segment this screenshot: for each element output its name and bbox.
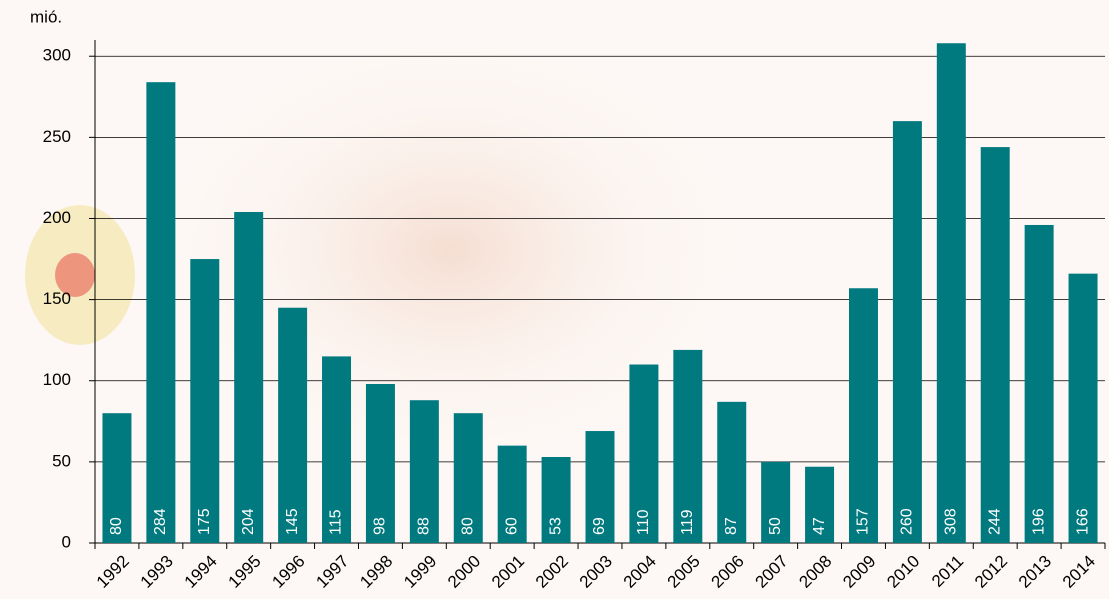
value-label: 50: [767, 517, 784, 535]
value-label: 244: [986, 508, 1003, 535]
bar: [1024, 224, 1054, 544]
y-axis-label: mió.: [30, 7, 62, 26]
bar: [278, 307, 308, 543]
value-label: 87: [723, 517, 740, 535]
value-label: 196: [1030, 508, 1047, 535]
y-tick-label: 150: [43, 289, 71, 308]
bar: [146, 82, 176, 543]
value-label: 166: [1074, 508, 1091, 535]
bar: [453, 413, 483, 543]
y-tick-label: 0: [62, 532, 71, 551]
value-label: 308: [943, 508, 960, 535]
y-tick-label: 300: [43, 46, 71, 65]
value-label: 204: [240, 508, 257, 535]
value-label: 175: [196, 508, 213, 535]
y-tick-label: 200: [43, 208, 71, 227]
y-tick-label: 100: [43, 370, 71, 389]
bar: [980, 147, 1010, 543]
value-label: 98: [372, 517, 389, 535]
bar: [409, 400, 439, 543]
value-label: 60: [503, 517, 520, 535]
bar: [585, 431, 615, 543]
value-label: 157: [855, 508, 872, 535]
bar: [805, 466, 835, 543]
value-label: 145: [284, 508, 301, 535]
bar: [717, 401, 747, 543]
bar: [190, 259, 220, 543]
value-label: 80: [108, 517, 125, 535]
value-label: 284: [152, 508, 169, 535]
bar: [629, 364, 659, 543]
bar: [761, 461, 791, 543]
value-label: 115: [328, 509, 345, 535]
value-label: 80: [459, 517, 476, 535]
bar: [673, 349, 703, 543]
value-label: 110: [635, 509, 652, 535]
y-tick-label: 250: [43, 127, 71, 146]
bar: [102, 413, 132, 543]
bar: [497, 445, 527, 543]
bar: [936, 43, 966, 543]
value-label: 53: [547, 517, 564, 535]
value-label: 88: [416, 517, 433, 535]
value-label: 119: [679, 509, 696, 535]
value-label: 69: [591, 517, 608, 535]
bar: [322, 356, 352, 543]
bar: [234, 211, 264, 544]
bar: [1068, 273, 1098, 543]
background-decoration: [55, 253, 95, 297]
bar: [892, 121, 922, 544]
value-label: 260: [899, 508, 916, 535]
y-tick-label: 50: [52, 451, 71, 470]
bar: [365, 383, 395, 543]
bar: [848, 288, 878, 543]
bar: [541, 457, 571, 543]
value-label: 47: [811, 517, 828, 535]
